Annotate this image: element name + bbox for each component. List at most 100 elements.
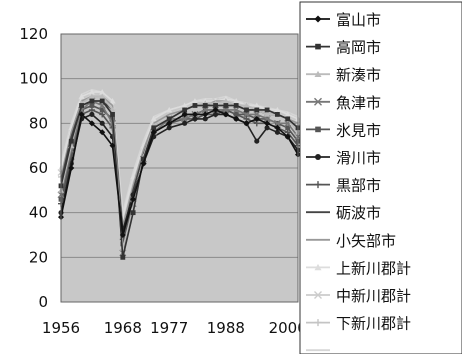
- data-point: [285, 125, 291, 131]
- data-point: [202, 111, 209, 118]
- x-tick-label: 1988: [207, 319, 245, 337]
- data-point: [140, 160, 147, 167]
- data-point: [89, 98, 95, 104]
- data-point: [274, 106, 281, 113]
- data-point: [68, 165, 75, 171]
- data-point: [68, 152, 74, 157]
- data-point: [253, 115, 260, 122]
- data-point: [232, 106, 240, 114]
- legend-entry: 滑川市: [306, 149, 381, 167]
- y-tick-label: 120: [19, 25, 48, 43]
- data-point: [253, 110, 261, 118]
- legend-entry: 富山市: [306, 11, 381, 29]
- legend-swatch-marker: [315, 43, 321, 50]
- data-point: [181, 115, 189, 123]
- data-point: [130, 210, 136, 216]
- data-point: [264, 120, 271, 127]
- data-point: [253, 102, 260, 108]
- data-point: [109, 98, 116, 104]
- data-point: [99, 98, 105, 104]
- data-point: [99, 93, 106, 99]
- data-point: [78, 111, 85, 118]
- data-point: [119, 232, 126, 238]
- data-point: [181, 111, 188, 118]
- legend-label: 新湊市: [336, 66, 381, 84]
- legend-swatch-marker: [314, 70, 322, 77]
- data-point: [88, 89, 95, 95]
- data-point: [191, 111, 198, 118]
- legend-entry: 魚津市: [306, 94, 381, 112]
- data-point: [120, 254, 126, 260]
- y-tick-label: 20: [29, 248, 48, 266]
- data-point: [212, 106, 219, 113]
- legend-swatch-marker: [315, 126, 321, 133]
- x-tick-label: 2000: [269, 319, 307, 337]
- data-point: [223, 103, 229, 108]
- data-point: [141, 156, 146, 162]
- x-tick-label: 1956: [42, 319, 80, 337]
- data-point: [244, 107, 249, 113]
- legend-label: 黒部市: [336, 177, 381, 195]
- data-point: [88, 93, 95, 99]
- data-point: [242, 110, 250, 118]
- y-tick-label: 100: [19, 70, 48, 88]
- legend-entry: 中新川郡計: [306, 287, 411, 305]
- data-point: [88, 120, 95, 127]
- data-point: [78, 93, 85, 99]
- legend-entry: 小矢部市: [306, 232, 396, 250]
- legend-swatch-marker: [314, 291, 322, 299]
- legend-swatch-marker: [315, 154, 321, 160]
- data-point: [192, 103, 198, 108]
- data-point: [254, 138, 260, 144]
- data-point: [89, 111, 95, 117]
- y-tick-label: 60: [29, 159, 48, 177]
- legend-label: 氷見市: [336, 121, 381, 139]
- data-point: [166, 106, 173, 113]
- series-1: [58, 106, 301, 238]
- data-point: [222, 98, 229, 104]
- data-point: [222, 106, 230, 114]
- data-point: [79, 103, 85, 108]
- data-point: [233, 115, 240, 122]
- legend-label: 滑川市: [336, 149, 381, 167]
- legend-label: 小矢部市: [336, 232, 396, 250]
- data-point: [273, 119, 281, 127]
- data-point: [233, 98, 240, 104]
- data-point: [166, 116, 172, 122]
- legend: 富山市高岡市新湊市魚津市氷見市滑川市黒部市砺波市小矢部市上新川郡計中新川郡計下新…: [299, 1, 462, 354]
- data-point: [213, 111, 219, 117]
- data-point: [233, 112, 239, 117]
- data-point: [243, 102, 250, 108]
- legend-entry: 下新川郡計: [306, 315, 411, 333]
- legend-label: 高岡市: [336, 39, 381, 57]
- data-point: [192, 116, 198, 122]
- data-point: [285, 116, 291, 122]
- data-point: [99, 120, 105, 126]
- data-point: [166, 125, 172, 131]
- data-point: [99, 107, 105, 113]
- data-point: [274, 124, 281, 131]
- data-point: [264, 125, 270, 131]
- y-tick-label: 80: [29, 114, 48, 132]
- legend-label: 上新川郡計: [336, 259, 411, 277]
- plot-frame: [60, 33, 299, 303]
- legend-swatch-marker: [314, 181, 322, 189]
- data-point: [182, 107, 188, 113]
- data-point: [109, 142, 116, 149]
- data-point: [99, 89, 106, 95]
- series-layer: [57, 89, 302, 260]
- y-tick-label: 0: [38, 293, 48, 311]
- data-point: [202, 103, 208, 108]
- legend-label: 魚津市: [336, 94, 381, 112]
- data-point: [222, 111, 229, 118]
- data-point: [264, 111, 271, 117]
- data-point: [89, 103, 95, 108]
- legend-label: 砺波市: [336, 204, 381, 222]
- legend-entry: 砺波市: [306, 204, 381, 222]
- data-point: [274, 112, 280, 117]
- legend-swatch-marker: [314, 15, 322, 23]
- legend-entry: 高岡市: [306, 39, 381, 57]
- data-point: [243, 120, 250, 127]
- legend-entry: 氷見市: [306, 121, 381, 139]
- data-point: [110, 112, 115, 117]
